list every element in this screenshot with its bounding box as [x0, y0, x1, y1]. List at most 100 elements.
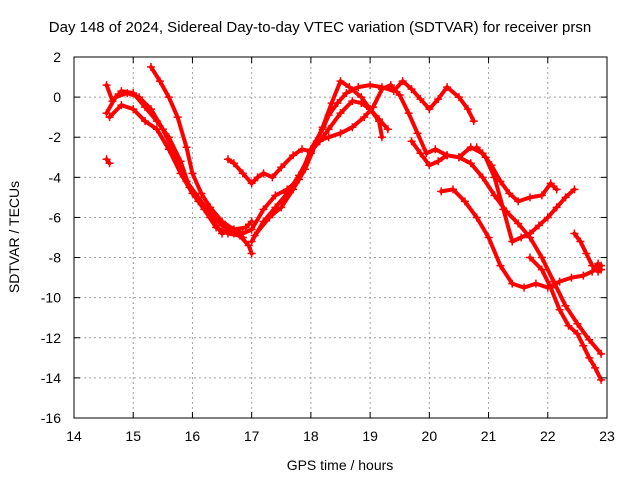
x-tick-label: 22	[540, 428, 556, 444]
data-point-marker	[514, 197, 523, 206]
plot-frame	[73, 56, 608, 419]
data-point-marker	[129, 105, 138, 114]
data-point-marker	[265, 213, 274, 222]
data-point-marker	[425, 105, 434, 114]
data-point-marker	[561, 301, 570, 310]
series-line	[252, 83, 604, 356]
data-point-marker	[141, 117, 150, 126]
data-point-marker	[573, 329, 582, 338]
data-point-marker	[597, 349, 606, 358]
data-point-marker	[324, 125, 333, 134]
data-point-marker	[431, 145, 440, 154]
data-point-marker	[570, 229, 579, 238]
data-point-marker	[135, 93, 144, 102]
data-point-marker	[327, 99, 336, 108]
data-point-marker	[238, 169, 247, 178]
data-point-marker	[197, 189, 206, 198]
data-point-marker	[579, 271, 588, 280]
data-point-marker	[496, 177, 505, 186]
data-point-marker	[416, 95, 425, 104]
data-point-marker	[537, 265, 546, 274]
data-point-marker	[348, 97, 357, 106]
y-tick-label: -14	[41, 370, 61, 386]
data-point-marker	[460, 197, 469, 206]
data-point-marker	[472, 213, 481, 222]
data-point-marker	[582, 249, 591, 258]
data-point-marker	[508, 279, 517, 288]
y-tick-label: -6	[49, 209, 62, 225]
data-point-marker	[247, 225, 256, 234]
data-point-marker	[466, 159, 475, 168]
data-point-marker	[594, 267, 603, 276]
series-track-k	[472, 143, 579, 246]
y-tick-label: -4	[49, 169, 62, 185]
data-point-marker	[531, 279, 540, 288]
data-point-marker	[164, 145, 173, 154]
data-point-marker	[463, 105, 472, 114]
data-point-marker	[576, 237, 585, 246]
data-point-marker	[591, 363, 600, 372]
data-point-marker	[472, 143, 481, 152]
data-point-marker	[212, 223, 221, 232]
series-track-l	[570, 229, 606, 276]
data-point-marker	[360, 113, 369, 122]
data-point-marker	[259, 205, 268, 214]
y-tick-label: 2	[53, 49, 61, 65]
data-point-marker	[425, 161, 434, 170]
data-point-marker	[517, 233, 526, 242]
data-point-marker	[102, 155, 111, 164]
series-track-i	[407, 137, 561, 206]
data-point-marker	[454, 153, 463, 162]
data-point-marker	[579, 341, 588, 350]
data-point-marker	[416, 149, 425, 158]
chart-title: Day 148 of 2024, Sidereal Day-to-day VTE…	[49, 19, 591, 36]
data-point-marker	[253, 173, 262, 182]
data-point-marker	[537, 253, 546, 262]
x-axis-label: GPS time / hours	[287, 457, 394, 473]
series-track-f	[223, 97, 392, 188]
x-tick-label: 15	[125, 428, 141, 444]
data-point-marker	[398, 77, 407, 86]
data-point-marker	[407, 85, 416, 94]
series-line	[439, 187, 604, 290]
plot-area	[102, 63, 606, 384]
x-tick-label: 20	[422, 428, 438, 444]
data-point-marker	[102, 81, 111, 90]
data-point-marker	[567, 273, 576, 282]
series-track-d	[105, 101, 256, 258]
series-track-a	[102, 155, 114, 168]
data-point-marker	[357, 93, 366, 102]
x-tick-label: 17	[244, 428, 260, 444]
data-point-marker	[377, 133, 386, 142]
data-point-marker	[585, 335, 594, 344]
data-point-marker	[271, 191, 280, 200]
data-point-marker	[259, 169, 268, 178]
data-point-marker	[434, 157, 443, 166]
data-point-marker	[164, 93, 173, 102]
data-point-marker	[449, 185, 458, 194]
series-line	[528, 255, 604, 382]
data-point-marker	[443, 83, 452, 92]
x-tick-label: 23	[599, 428, 615, 444]
data-point-marker	[526, 229, 535, 238]
data-point-marker	[366, 81, 375, 90]
data-point-marker	[223, 229, 232, 238]
data-point-marker	[206, 203, 215, 212]
data-point-marker	[117, 101, 126, 110]
data-point-marker	[469, 117, 478, 126]
data-point-marker	[102, 109, 111, 118]
data-point-marker	[229, 159, 238, 168]
data-point-marker	[490, 191, 499, 200]
data-point-marker	[223, 155, 232, 164]
data-point-marker	[573, 319, 582, 328]
data-point-marker	[250, 231, 259, 240]
x-tick-label: 14	[66, 428, 82, 444]
data-point-marker	[443, 151, 452, 160]
data-point-marker	[268, 173, 277, 182]
y-tick-label: -10	[41, 290, 61, 306]
data-point-marker	[298, 145, 307, 154]
data-point-marker	[383, 125, 392, 134]
data-point-marker	[552, 203, 561, 212]
data-point-marker	[546, 179, 555, 188]
